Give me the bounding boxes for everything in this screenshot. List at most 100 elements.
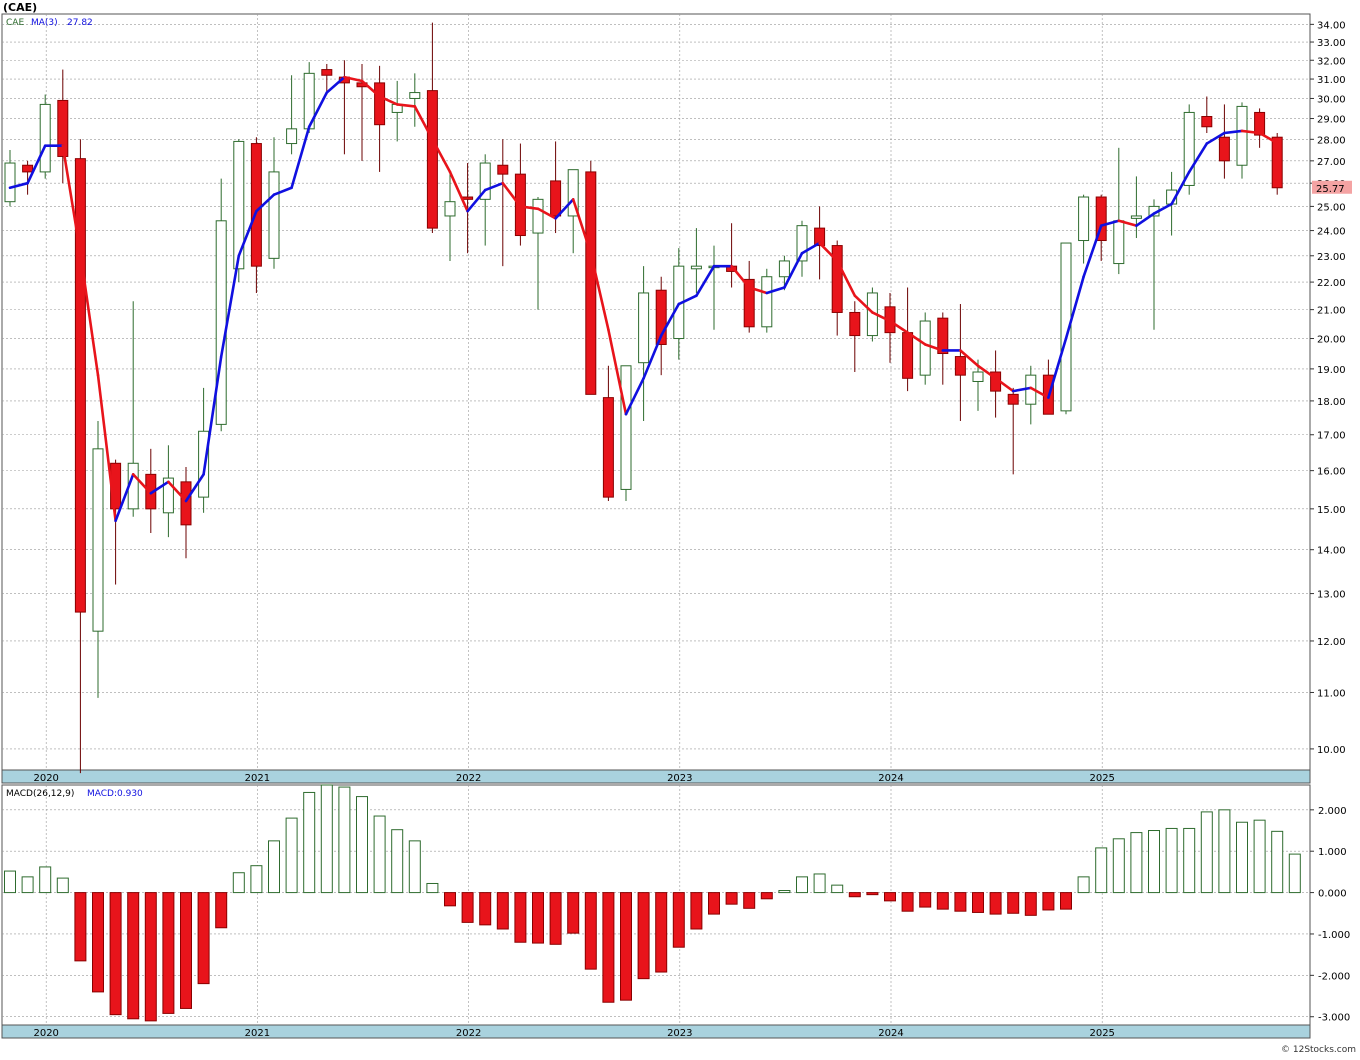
macd-bar-negative [1042,892,1055,911]
macd-bar-positive [1165,827,1178,894]
macd-bar-negative [901,892,914,912]
macd-x-tick-label: 2024 [878,1028,903,1039]
candle-up [972,371,984,382]
macd-bar-negative [479,892,492,926]
price-x-axis: 2020 2021 2022 2023 2024 2025 [33,773,1114,784]
candle-down [550,180,562,217]
price-legend-symbol: CAE [6,18,24,28]
macd-bar-negative [532,892,544,944]
price-y-tick-label: 20.00 [1317,335,1346,346]
macd-bar-positive [1288,853,1301,894]
candle-up [268,171,280,259]
ma3-segment [1029,386,1050,399]
ma3-line [8,75,1279,523]
ma3-segment [1223,129,1244,135]
ma3-segment [184,473,205,503]
macd-bar-positive [1253,819,1266,894]
macd-histogram [4,784,1301,1022]
macd-bar-negative [549,892,562,945]
macd-bar-positive [56,877,69,894]
candle-up [233,140,245,270]
macd-bar-positive [1112,838,1125,894]
ma3-segment [325,75,346,94]
price-y-tick-label: 21.00 [1317,306,1346,317]
ma3-segment [1117,219,1138,227]
ma3-segment [519,205,540,211]
ma3-segment [466,188,487,213]
ma3-segment [1258,131,1279,145]
ma3-segment [395,103,417,108]
ma3-segment [783,251,804,289]
macd-bar-positive [39,866,52,894]
last-price-label: 25.77 [1316,184,1345,195]
price-x-tick-label: 2022 [456,773,481,784]
candle-down [1218,136,1230,162]
candle-down [180,481,192,526]
copyright-text: © 12Stocks.com [1281,1045,1356,1055]
candle-down [655,289,667,345]
macd-bar-positive [1148,830,1160,894]
candle-down [57,99,69,157]
macd-bar-positive [285,817,298,894]
macd-bar-positive [320,784,333,894]
candle-up [286,128,298,145]
ma3-segment [659,302,681,337]
macd-bar-positive [796,876,808,894]
price-y-tick-label: 17.00 [1317,431,1346,442]
ma3-segment [1047,337,1068,399]
price-y-tick-label: 16.00 [1317,467,1346,478]
price-y-tick-label: 32.00 [1317,56,1346,67]
ma3-segment [853,294,874,314]
price-y-tick-label: 19.00 [1317,365,1346,376]
macd-bar-negative [672,892,685,948]
ma3-segment [571,198,593,255]
macd-bar-positive [408,840,421,894]
macd-y-tick-label: -2.000 [1318,971,1350,982]
ma3-segment [290,125,311,190]
candle-up [198,430,210,498]
price-y-tick-label: 30.00 [1317,94,1346,105]
macd-bar-negative [127,892,140,1020]
macd-y-tick-label: -1.000 [1318,930,1350,941]
macd-bar-negative [919,892,932,908]
macd-bar-positive [1236,821,1248,894]
macd-x-tick-label: 2022 [456,1028,481,1039]
ma3-segment [677,294,698,306]
candle-down [497,164,509,175]
macd-bar-positive [1218,809,1231,894]
candle-down [321,69,333,76]
candle-down [250,143,262,267]
macd-bar-positive [1183,827,1196,894]
macd-bar-positive [426,882,439,894]
candle-up [409,92,421,99]
candle-down [1254,111,1266,136]
ma3-segment [167,480,188,503]
ma3-segment [1205,131,1226,145]
macd-bar-negative [461,892,474,923]
macd-bar-positive [1095,847,1108,894]
macd-bar-positive [303,791,316,894]
price-x-tick-label: 2024 [878,773,903,784]
candle-down [74,158,86,613]
ma3-segment [959,349,980,368]
macd-bar-positive [250,865,263,894]
ma3-segment [642,334,663,380]
ma3-segment [1011,386,1033,393]
ma3-segment [114,473,135,523]
price-legend-ma-value: 27.82 [67,18,93,28]
candle-up [796,225,808,262]
macd-y-tick-label: 1.000 [1318,847,1347,858]
macd-bar-negative [514,892,527,943]
macd-bar-negative [637,892,650,980]
price-x-tick-label: 2023 [667,773,692,784]
candle-up [1078,196,1090,242]
macd-bar-positive [831,884,844,894]
macd-y-tick-label: -3.000 [1318,1013,1350,1024]
ma3-segment [378,95,399,106]
macd-bar-negative [92,892,104,993]
macd-date-band [1,1024,1311,1039]
price-y-tick-label: 31.00 [1317,75,1346,86]
ma3-segment [96,373,117,523]
price-y-tick-label: 23.00 [1317,252,1346,263]
